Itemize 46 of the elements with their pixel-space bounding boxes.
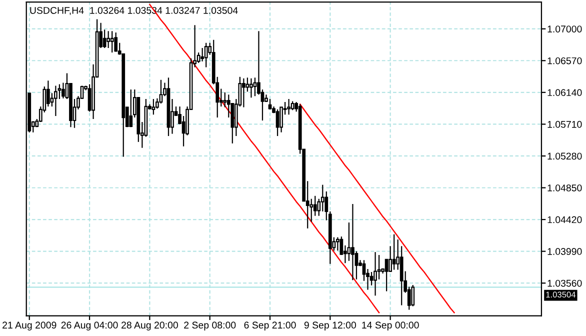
candlestick [351,203,354,281]
y-tick-label: 1.06570 [548,57,582,64]
candlestick [159,79,163,104]
candlestick [411,284,415,307]
x-tick-label: 6 Sep 21:00 [244,322,296,330]
x-tick-label: 2 Sep 08:00 [184,322,236,330]
candlestick [336,236,340,252]
y-tick-label: 1.04420 [548,216,582,224]
candlestick [54,85,58,117]
candlestick [253,77,257,97]
y-tick-label: 1.05710 [548,120,582,128]
x-tick-label: 14 Sep 00:00 [362,322,419,330]
x-tick-label: 9 Sep 12:00 [304,322,356,330]
candlestick [62,82,65,99]
ref-line-label: 1.03504 [546,292,576,298]
candlestick [110,30,114,54]
candlestick [287,98,290,116]
y-tick-label: 1.04850 [548,184,582,192]
line-series [299,104,455,314]
candlestick [129,88,133,128]
candlestick [242,78,246,108]
x-tick-label: 26 Aug 04:00 [61,322,118,330]
candlestick [370,271,374,286]
y-tick-label: 1.05280 [548,152,582,160]
candlestick [246,77,250,92]
candlestick [268,98,272,110]
y-tick-label: 1.06140 [548,89,582,96]
candlestick [46,80,50,108]
candlestick [276,108,280,137]
candlestick [152,98,156,116]
y-tick-label: 1.07000 [548,26,582,32]
candlestick [223,92,227,108]
candlestick [392,234,396,270]
candlestick [374,252,377,296]
candlestick [250,78,253,98]
candlestick [320,184,324,212]
candlestick [204,42,208,68]
candlestick [102,29,106,49]
y-tick-label: 1.03990 [548,248,582,255]
candlestick [106,30,110,49]
candlestick [347,222,351,262]
y-tick-label: 1.03560 [548,280,582,287]
x-tick-label: 21 Aug 2009 [2,322,56,330]
candlestick [114,32,118,52]
x-tick-label: 28 Aug 20:00 [122,322,178,330]
candlestick [384,258,388,292]
